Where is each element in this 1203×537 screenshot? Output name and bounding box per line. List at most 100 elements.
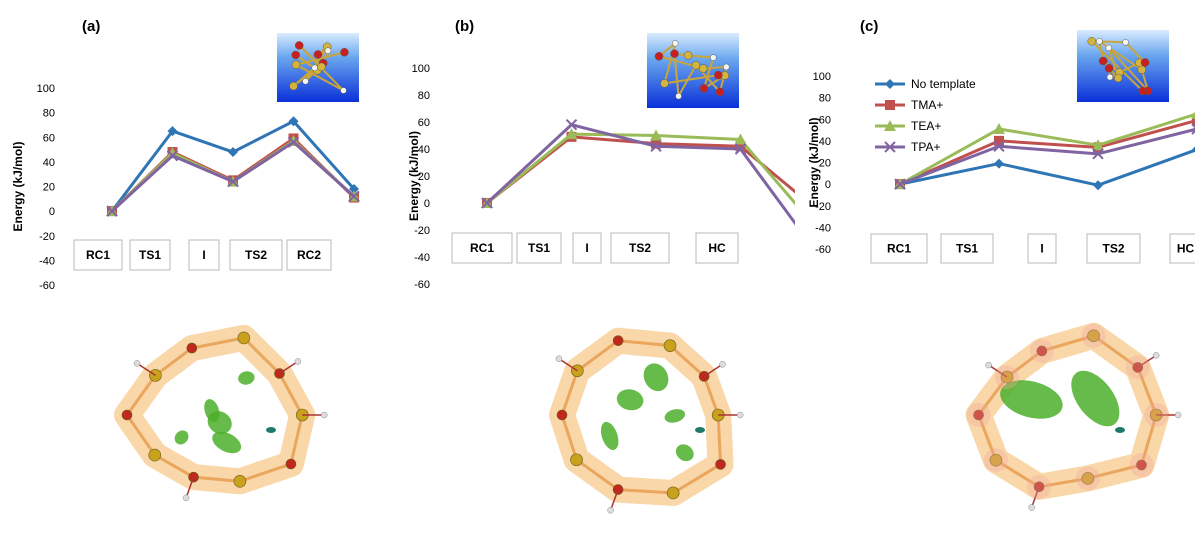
data-point <box>734 133 747 145</box>
data-point <box>734 143 747 155</box>
data-point <box>993 122 1005 134</box>
legend-label: TEA+ <box>911 119 941 133</box>
y-tick-label: 20 <box>43 182 55 194</box>
data-point <box>348 190 360 203</box>
y-tick-label: 80 <box>43 108 55 120</box>
data-point <box>167 126 178 137</box>
y-tick-label: 20 <box>418 171 430 183</box>
y-axis-label: Energy (kJ/mol) <box>11 141 25 231</box>
category-box <box>129 239 171 271</box>
panel-c: (c) -60 -40 -20 0 20 40 60 80 100 Energy (kJ/mol)… <box>800 0 1201 537</box>
category-box <box>188 239 220 271</box>
data-point <box>650 129 662 141</box>
panel-b: (b) -60 -40 -20 0 20 40 60 80 100 Energy (kJ/mol)… <box>400 0 801 537</box>
nci-structure-c <box>935 300 1195 530</box>
category-label: TS1 <box>528 241 550 255</box>
data-point <box>481 197 493 209</box>
category-label: RC1 <box>86 248 110 262</box>
data-point <box>1191 111 1195 119</box>
category-label: TS1 <box>956 242 978 256</box>
category-box <box>940 233 994 264</box>
y-tick-label: -20 <box>39 231 55 243</box>
data-point <box>106 205 118 217</box>
series-line <box>486 132 795 206</box>
molecule-inset-b <box>647 33 739 108</box>
data-point <box>735 141 746 152</box>
category-box <box>229 239 283 271</box>
data-point <box>1192 115 1195 126</box>
data-point <box>894 178 906 190</box>
data-point <box>228 147 238 158</box>
category-box <box>516 232 562 264</box>
y-tick-label: 0 <box>424 198 430 210</box>
legend-label: TMA+ <box>911 98 943 112</box>
category-box <box>572 232 602 264</box>
y-tick-label: 40 <box>819 136 831 148</box>
data-point <box>1092 139 1104 151</box>
data-point <box>565 118 578 131</box>
data-point <box>994 135 1004 146</box>
y-tick-label: 0 <box>49 206 55 218</box>
series-tpa <box>894 123 1195 190</box>
legend-marker <box>884 141 896 153</box>
data-point <box>1092 148 1104 160</box>
molecule-inset-a <box>277 33 359 102</box>
category-label: TS2 <box>1102 242 1124 256</box>
series-tea <box>481 128 795 208</box>
legend-marker <box>885 100 895 110</box>
data-point <box>651 138 661 149</box>
y-axis-label: Energy (kJ/mol) <box>807 117 821 207</box>
nci-structure-a <box>86 300 346 530</box>
data-point <box>1192 146 1195 153</box>
data-point <box>994 158 1004 169</box>
panel-label-a: (a) <box>82 18 101 35</box>
series-tpa <box>481 118 795 226</box>
data-point <box>227 175 239 188</box>
y-axis-label: Energy (kJ/mol) <box>407 131 421 221</box>
y-tick-label: 100 <box>37 83 55 95</box>
y-tick-label: 60 <box>43 132 55 144</box>
series-tpa <box>106 136 360 217</box>
y-tick-label: 20 <box>819 158 831 170</box>
category-label: I <box>202 248 205 262</box>
y-tick-label: 100 <box>412 63 430 75</box>
legend-label: No template <box>911 77 976 91</box>
y-tick-label: 60 <box>418 117 430 129</box>
category-box <box>451 232 513 264</box>
category-box <box>695 232 739 264</box>
y-tick-label: 80 <box>418 90 430 102</box>
energy-chart-b: -60 -40 -20 0 20 40 60 80 100 Energy (kJ/mol) RC1 T… <box>407 63 795 291</box>
series-line <box>899 119 1195 186</box>
category-box <box>286 239 332 271</box>
category-box <box>1027 233 1057 264</box>
legend-label: TPA+ <box>911 140 940 154</box>
y-tick-label: -60 <box>414 279 430 291</box>
legend-marker <box>884 120 896 131</box>
series-notemplate <box>895 146 1195 191</box>
category-box <box>870 233 928 264</box>
y-tick-label: 60 <box>819 114 831 126</box>
data-point <box>349 183 359 194</box>
energy-chart-a: -60 -40 -20 0 20 40 60 80 100 Energy (kJ/mol) RC1 T… <box>11 83 360 292</box>
data-point <box>1093 180 1103 191</box>
legend: No template TMA+ TEA+ TPA+ <box>875 77 976 154</box>
y-tick-label: 80 <box>819 93 831 105</box>
category-label: HC <box>708 241 726 255</box>
data-point <box>565 128 578 140</box>
category-label: HC <box>1177 242 1195 256</box>
series-line <box>110 119 356 213</box>
category-box <box>610 232 670 264</box>
data-point <box>287 136 300 148</box>
series-line <box>899 127 1195 186</box>
category-box <box>1086 233 1141 264</box>
nci-structure-b <box>515 300 775 530</box>
y-tick-label: -20 <box>414 225 430 237</box>
y-tick-label: -20 <box>815 201 831 213</box>
data-point <box>166 150 179 162</box>
category-label: I <box>1040 242 1043 256</box>
data-point <box>288 116 299 127</box>
y-tick-label: -40 <box>815 222 831 234</box>
category-box <box>1169 233 1195 264</box>
y-tick-label: 40 <box>43 157 55 169</box>
category-label: TS2 <box>629 241 651 255</box>
